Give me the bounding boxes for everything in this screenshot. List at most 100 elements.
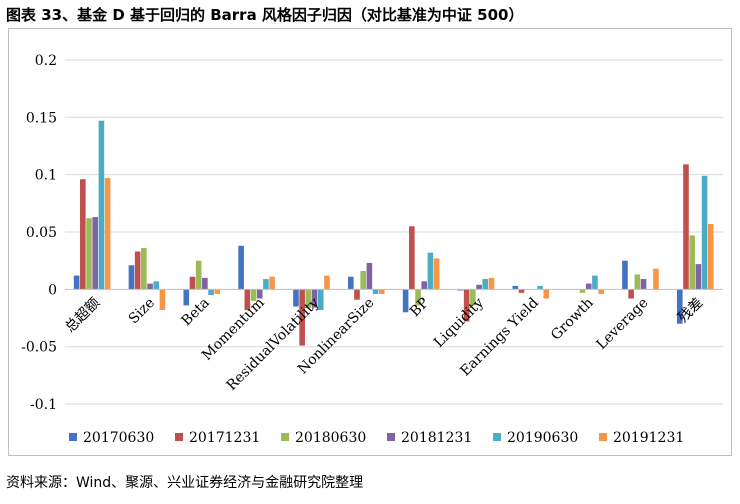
bar-20190630-7 [482, 279, 489, 290]
bar-20180630-0 [86, 218, 92, 290]
legend-swatch [599, 433, 607, 441]
bar-20181231-6 [421, 281, 428, 290]
bar-20170630-7 [457, 289, 464, 291]
category-label: 总超额 [62, 295, 103, 336]
legend-label: 20170630 [83, 430, 154, 446]
bar-20181231-10 [640, 279, 647, 290]
legend-swatch [175, 433, 183, 441]
y-tick-labels: -0.1 -0.05 0 0.05 0.1 0.15 0.2 [21, 53, 57, 413]
bar-20181231-9 [585, 283, 592, 290]
bar-20170630-4 [293, 289, 299, 307]
bar-20180630-2 [195, 260, 202, 290]
bar-20190630-6 [427, 252, 434, 290]
bar-20170630-5 [347, 276, 354, 290]
y-tick-label: 0.05 [26, 225, 57, 241]
bar-20191231-2 [214, 289, 221, 294]
y-tick-label: -0.1 [30, 397, 57, 413]
bar-20181231-7 [476, 284, 482, 290]
bar-20181231-0 [92, 217, 99, 290]
bar-20170630-3 [238, 245, 244, 290]
bar-20171231-10 [628, 289, 634, 299]
category-label: Growth [548, 295, 597, 344]
bar-20171231-11 [683, 164, 689, 290]
bar-20170630-11 [676, 289, 683, 324]
y-tick-label: 0.2 [35, 53, 57, 69]
bar-20191231-6 [433, 258, 440, 290]
bar-20191231-9 [598, 289, 604, 294]
bar-20190630-1 [153, 281, 160, 290]
bar-20170630-8 [512, 285, 519, 290]
bar-20171231-0 [80, 179, 86, 290]
y-tick-label: 0.1 [35, 168, 57, 184]
bar-20171231-6 [409, 226, 415, 290]
bar-20190630-9 [592, 275, 598, 290]
bar-20191231-4 [324, 275, 330, 290]
category-label: Size [126, 295, 158, 327]
bar-20190630-2 [208, 289, 214, 296]
bar-20170630-6 [402, 289, 409, 313]
bar-20191231-0 [104, 178, 111, 290]
legend-label: 20180630 [295, 430, 366, 446]
legend: 20170630 20171231 20180630 20181231 20190630… [69, 430, 684, 446]
category-label: ResidualVolatility [224, 295, 323, 394]
bar-20191231-3 [269, 276, 275, 290]
bar-20180630-5 [360, 271, 366, 290]
bar-20171231-2 [189, 276, 196, 290]
bar-20181231-2 [202, 277, 208, 290]
y-tick-label: 0 [48, 282, 57, 298]
bar-20170630-2 [183, 289, 190, 306]
bar-20191231-7 [488, 277, 495, 290]
bar-20190630-3 [263, 279, 269, 290]
bar-20171231-3 [244, 289, 251, 310]
bar-20170630-1 [128, 265, 135, 290]
bars [73, 120, 714, 346]
gridlines [65, 59, 723, 405]
legend-label: 20190630 [507, 430, 578, 446]
bar-20191231-8 [543, 289, 550, 299]
bar-20190630-11 [701, 175, 708, 290]
bar-20171231-5 [354, 289, 360, 300]
bar-20180630-6 [415, 289, 421, 306]
bar-20180630-4 [305, 289, 312, 308]
bar-20170630-0 [73, 275, 80, 290]
bar-20170630-10 [622, 260, 628, 290]
bar-20180630-3 [250, 289, 257, 301]
legend-swatch [387, 433, 395, 441]
bar-20180630-7 [470, 289, 476, 306]
bar-20190630-4 [317, 289, 324, 310]
bar-20171231-8 [518, 289, 525, 293]
category-label: Liquidity [431, 295, 487, 351]
bar-20181231-11 [695, 264, 702, 290]
legend-swatch [69, 433, 77, 441]
bar-20191231-1 [159, 289, 166, 310]
bar-20190630-0 [98, 120, 105, 290]
bar-20180630-1 [141, 248, 147, 290]
bar-20191231-5 [378, 289, 385, 294]
bar-20181231-5 [366, 262, 373, 290]
category-labels: 总超额 Size BetaMomentumResidualVolatilityNon… [62, 295, 706, 394]
legend-label: 20171231 [189, 430, 260, 446]
bar-20181231-1 [147, 283, 153, 290]
bar-20191231-10 [653, 268, 659, 290]
bar-20190630-8 [537, 285, 543, 290]
bar-20171231-1 [134, 251, 141, 290]
bar-20180630-11 [689, 235, 695, 290]
legend-label: 20191231 [613, 430, 684, 446]
bar-20181231-4 [311, 289, 318, 308]
bar-20190630-5 [372, 289, 379, 294]
bar-20180630-9 [579, 289, 586, 293]
bar-20181231-3 [256, 289, 263, 299]
category-label: BP [407, 295, 432, 320]
bar-20171231-4 [299, 289, 305, 346]
legend-label: 20181231 [401, 430, 472, 446]
bar-20171231-7 [463, 289, 470, 322]
category-label: Leverage [594, 295, 652, 353]
y-tick-label: -0.05 [21, 340, 57, 356]
bar-20180630-10 [634, 274, 641, 290]
figure-title: 图表 33、基金 D 基于回归的 Barra 风格因子归因（对比基准为中证 50… [6, 6, 524, 24]
legend-swatch [281, 433, 289, 441]
y-tick-label: 0.15 [26, 110, 57, 126]
source-note: 资料来源：Wind、聚源、兴业证券经济与金融研究院整理 [6, 475, 364, 491]
bar-20191231-11 [707, 223, 714, 290]
